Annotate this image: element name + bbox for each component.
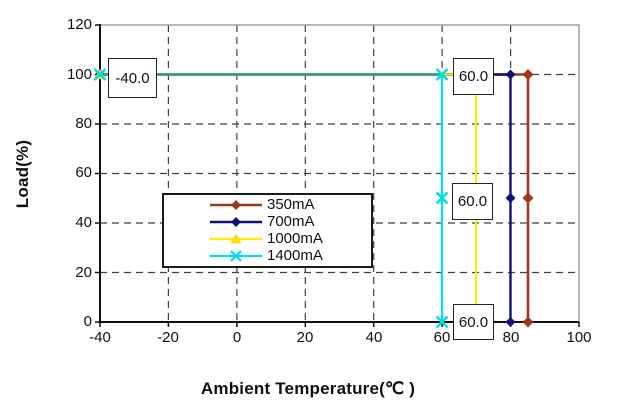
- x-tick-40: 40: [365, 329, 383, 346]
- data-label-start-temp: -40.0: [108, 58, 157, 98]
- legend-label-700mA: 700mA: [267, 213, 315, 230]
- legend-line-x-icon: [210, 250, 262, 262]
- legend-line-diamond-icon: [210, 200, 262, 210]
- x-tick-80: 80: [502, 329, 520, 346]
- legend-line-triangle-icon: [210, 233, 262, 244]
- data-label-60-at-100pct: 60.0: [453, 58, 494, 95]
- series-1400mA: [93, 68, 449, 329]
- y-tick-60: 60: [75, 164, 92, 181]
- legend-item-1000mA: 1000mA: [210, 231, 371, 248]
- y-tick-100: 100: [66, 66, 92, 83]
- legend: 350mA 700mA 1000mA 1400mA: [162, 193, 373, 268]
- legend-item-350mA: 350mA: [210, 197, 371, 214]
- x-tick-0: 0: [232, 329, 242, 346]
- legend-item-700mA: 700mA: [210, 214, 371, 231]
- legend-label-1000mA: 1000mA: [267, 230, 323, 247]
- plot-border: [99, 24, 580, 323]
- x-axis-title: Ambient Temperature(℃ ): [200, 379, 416, 398]
- gridlines: [100, 25, 579, 322]
- data-label-60-at-0pct: 60.0: [453, 304, 494, 340]
- y-tick-0: 0: [83, 313, 92, 330]
- y-tick-40: 40: [75, 214, 92, 231]
- y-tick-80: 80: [75, 115, 92, 132]
- legend-line-diamond-icon: [210, 217, 262, 227]
- data-label-60-at-50pct: 60.0: [452, 183, 493, 220]
- axis-lines: [99, 24, 579, 323]
- x-tick-100: 100: [566, 329, 592, 346]
- y-axis-title: Load(%): [13, 139, 32, 209]
- y-tick-20: 20: [75, 264, 92, 281]
- y-tick-120: 120: [66, 16, 92, 33]
- x-tick-20: 20: [296, 329, 314, 346]
- legend-item-1400mA: 1400mA: [210, 248, 371, 265]
- legend-label-1400mA: 1400mA: [267, 247, 323, 264]
- series-1400mA-x-markers: [93, 68, 449, 329]
- x-tick-60: 60: [433, 329, 451, 346]
- x-tick-neg20: -20: [157, 329, 179, 346]
- legend-label-350mA: 350mA: [267, 196, 315, 213]
- x-tick-neg40: -40: [89, 329, 111, 346]
- axis-tick-marks: [95, 24, 580, 327]
